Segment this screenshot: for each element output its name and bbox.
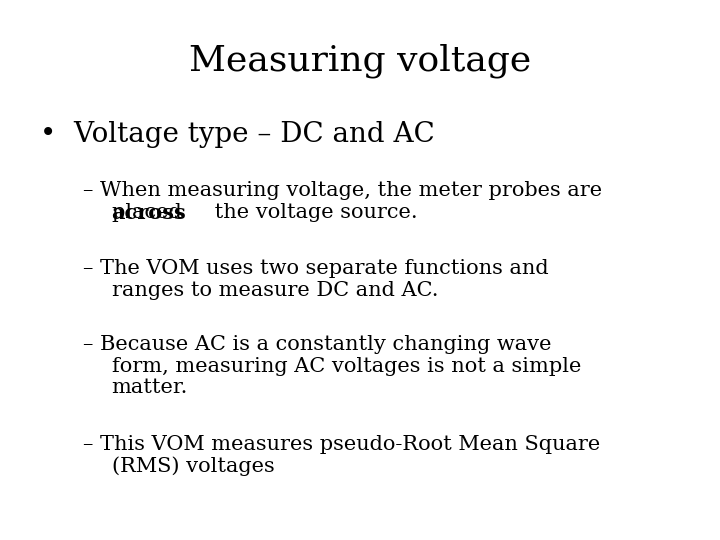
Text: across: across [112, 202, 186, 222]
Text: matter.: matter. [112, 379, 188, 397]
Text: Measuring voltage: Measuring voltage [189, 43, 531, 78]
Text: – When measuring voltage, the meter probes are: – When measuring voltage, the meter prob… [83, 181, 602, 200]
Text: placed: placed [112, 202, 188, 221]
Text: – The VOM uses two separate functions and: – The VOM uses two separate functions an… [83, 259, 549, 278]
Text: – This VOM measures pseudo-Root Mean Square: – This VOM measures pseudo-Root Mean Squ… [83, 435, 600, 454]
Text: ranges to measure DC and AC.: ranges to measure DC and AC. [112, 281, 438, 300]
Text: form, measuring AC voltages is not a simple: form, measuring AC voltages is not a sim… [112, 356, 581, 375]
Text: the voltage source.: the voltage source. [208, 202, 418, 221]
Text: (RMS) voltages: (RMS) voltages [112, 456, 274, 476]
Text: – Because AC is a constantly changing wave: – Because AC is a constantly changing wa… [83, 335, 552, 354]
Text: •  Voltage type – DC and AC: • Voltage type – DC and AC [40, 122, 434, 148]
